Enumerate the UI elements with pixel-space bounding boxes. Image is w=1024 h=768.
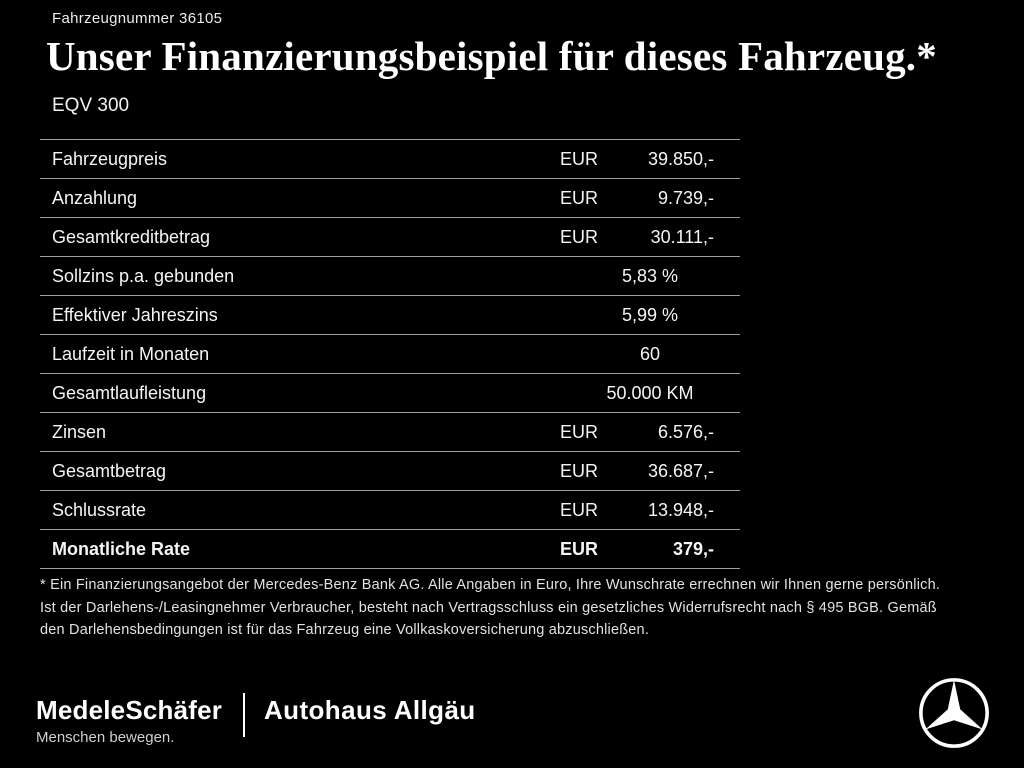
finance-table-row: Zinsen EUR 6.576,- [40, 413, 740, 452]
finance-row-currency: EUR [560, 187, 599, 208]
finance-table: Fahrzeugpreis EUR 39.850,- Anzahlung EUR… [40, 139, 740, 569]
finance-table-row: Effektiver Jahreszins 5,99 % [40, 296, 740, 335]
finance-row-amount: 60 [560, 344, 740, 365]
page-title: Unser Finanzierungsbeispiel für dieses F… [46, 33, 937, 79]
finance-row-label: Sollzins p.a. gebunden [52, 265, 235, 286]
finance-row-label: Zinsen [52, 421, 107, 442]
finance-row-value: 13.948,- [647, 499, 714, 520]
finance-row-value: 50.000 KM [606, 382, 694, 403]
vehicle-number: Fahrzeugnummer 36105 [52, 10, 223, 27]
finance-row-label: Gesamtlaufleistung [52, 382, 207, 403]
finance-row-label: Effektiver Jahreszins [52, 304, 218, 325]
finance-table-row: Gesamtkreditbetrag EUR 30.111,- [40, 218, 740, 257]
finance-row-amount: EUR 379,- [560, 539, 740, 560]
finance-row-label: Fahrzeugpreis [52, 148, 168, 169]
finance-row-value: 5,83 % [621, 265, 679, 286]
finance-row-label: Anzahlung [52, 187, 138, 208]
dealer-name-autohaus-allgaeu: Autohaus Allgäu [264, 695, 476, 725]
finance-row-value: 379,- [672, 538, 714, 559]
finance-row-amount: EUR 13.948,- [560, 500, 740, 521]
finance-row-currency: EUR [560, 460, 599, 481]
finance-row-amount: 5,83 % [560, 266, 740, 287]
finance-row-currency: EUR [560, 148, 599, 169]
finance-row-amount: EUR 30.111,- [560, 227, 740, 248]
finance-table-row: Anzahlung EUR 9.739,- [40, 179, 740, 218]
dealer-tagline: Menschen bewegen. [36, 729, 175, 746]
finance-table-row: Gesamtbetrag EUR 36.687,- [40, 452, 740, 491]
finance-row-amount: 5,99 % [560, 305, 740, 326]
finance-row-value: 60 [639, 343, 661, 364]
finance-table-row: Monatliche Rate EUR 379,- [40, 530, 740, 569]
finance-table-row: Gesamtlaufleistung 50.000 KM [40, 374, 740, 413]
finance-row-label: Gesamtkreditbetrag [52, 226, 211, 247]
finance-row-currency: EUR [560, 226, 599, 247]
finance-row-amount: EUR 39.850,- [560, 149, 740, 170]
finance-table-row: Schlussrate EUR 13.948,- [40, 491, 740, 530]
finance-row-value: 6.576,- [657, 421, 714, 442]
finance-row-value: 9.739,- [657, 187, 714, 208]
finance-row-label: Gesamtbetrag [52, 460, 167, 481]
finance-row-value: 39.850,- [647, 148, 714, 169]
finance-row-currency: EUR [560, 421, 599, 442]
finance-row-label: Schlussrate [52, 499, 147, 520]
finance-row-amount: EUR 6.576,- [560, 422, 740, 443]
finance-row-currency: EUR [560, 499, 599, 520]
dealer-name-medele-schaefer: MedeleSchäfer [36, 695, 223, 725]
footnote-text: * Ein Finanzierungsangebot der Mercedes-… [40, 577, 941, 638]
finance-row-amount: EUR 9.739,- [560, 188, 740, 209]
finance-table-row: Sollzins p.a. gebunden 5,83 % [40, 257, 740, 296]
vehicle-model: EQV 300 [52, 95, 130, 116]
footer-divider [243, 693, 245, 737]
finance-table-row: Fahrzeugpreis EUR 39.850,- [40, 140, 740, 179]
finance-row-value: 5,99 % [621, 304, 679, 325]
finance-row-value: 36.687,- [647, 460, 714, 481]
mercedes-star-icon [919, 678, 989, 748]
finance-row-currency: EUR [560, 538, 599, 559]
finance-row-label: Monatliche Rate [52, 538, 191, 559]
finance-table-row: Laufzeit in Monaten 60 [40, 335, 740, 374]
finance-row-value: 30.111,- [650, 226, 714, 247]
finance-row-amount: EUR 36.687,- [560, 461, 740, 482]
finance-row-amount: 50.000 KM [560, 383, 740, 404]
finance-row-label: Laufzeit in Monaten [52, 343, 210, 364]
